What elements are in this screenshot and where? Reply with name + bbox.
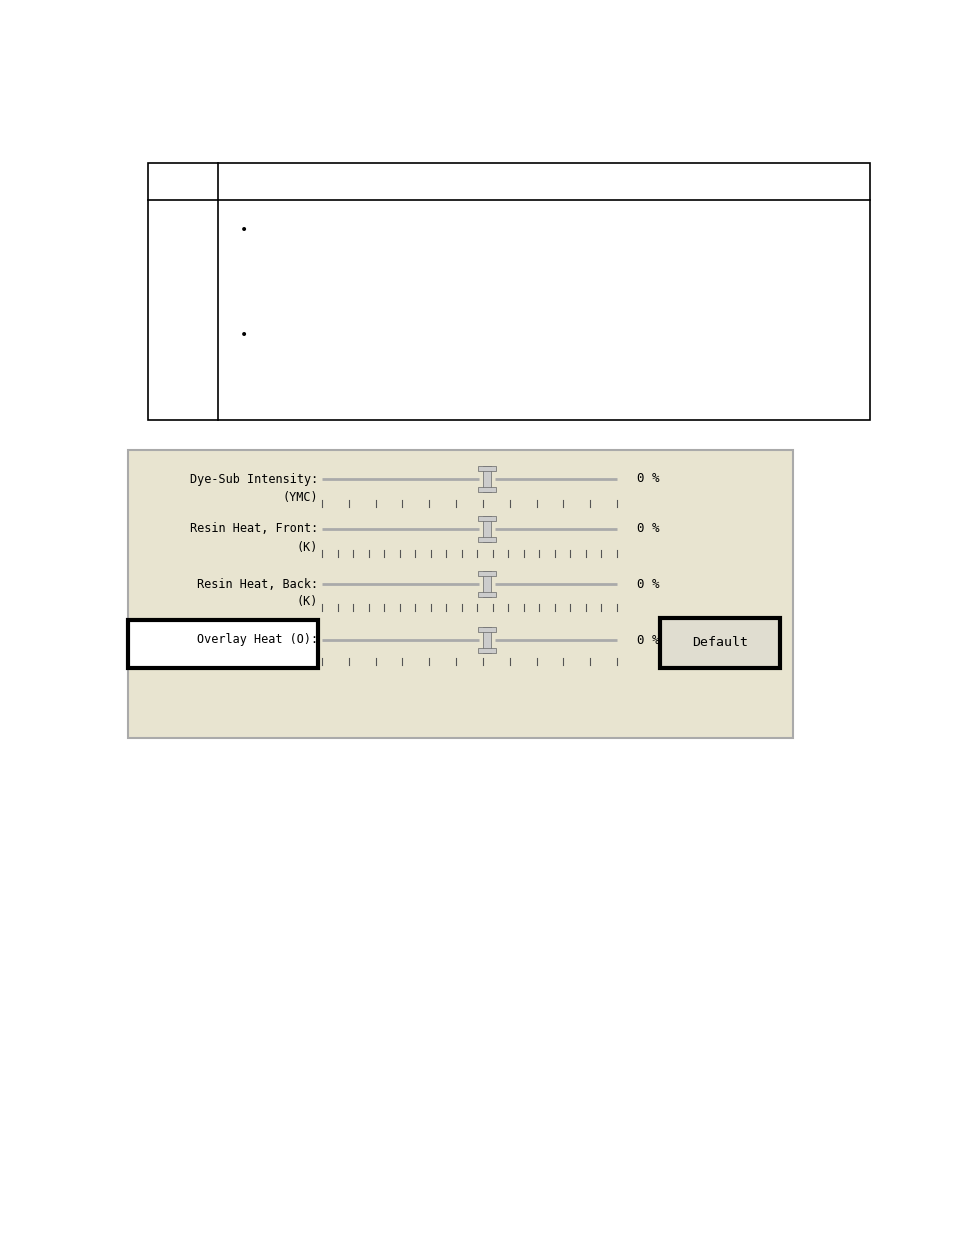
- Bar: [477, 627, 496, 632]
- Bar: [659, 618, 780, 668]
- Bar: [482, 627, 491, 653]
- Text: Overlay Heat (O):: Overlay Heat (O):: [196, 634, 317, 646]
- Text: (K): (K): [296, 594, 317, 608]
- Bar: [477, 466, 496, 471]
- Bar: [477, 592, 496, 597]
- Text: (K): (K): [296, 541, 317, 553]
- Text: 0 %: 0 %: [637, 634, 659, 646]
- Text: Dye-Sub Intensity:: Dye-Sub Intensity:: [190, 473, 317, 485]
- Bar: [477, 571, 496, 576]
- Bar: [477, 537, 496, 542]
- Text: (YMC): (YMC): [282, 490, 317, 504]
- Bar: [477, 516, 496, 521]
- Bar: [482, 516, 491, 542]
- Text: Resin Heat, Front:: Resin Heat, Front:: [190, 522, 317, 536]
- Text: 0 %: 0 %: [637, 473, 659, 485]
- Bar: [477, 648, 496, 653]
- Bar: [148, 163, 869, 420]
- Bar: [482, 466, 491, 492]
- Text: •: •: [240, 329, 248, 342]
- Bar: [128, 620, 317, 668]
- Text: 0 %: 0 %: [637, 522, 659, 536]
- Text: Default: Default: [691, 636, 747, 650]
- Text: 0 %: 0 %: [637, 578, 659, 590]
- Text: Resin Heat, Back:: Resin Heat, Back:: [196, 578, 317, 590]
- Text: •: •: [240, 224, 248, 237]
- Bar: [477, 487, 496, 492]
- Text: Overlay Heat (O):: Overlay Heat (O):: [196, 634, 317, 646]
- Bar: [482, 571, 491, 597]
- Bar: [128, 450, 792, 739]
